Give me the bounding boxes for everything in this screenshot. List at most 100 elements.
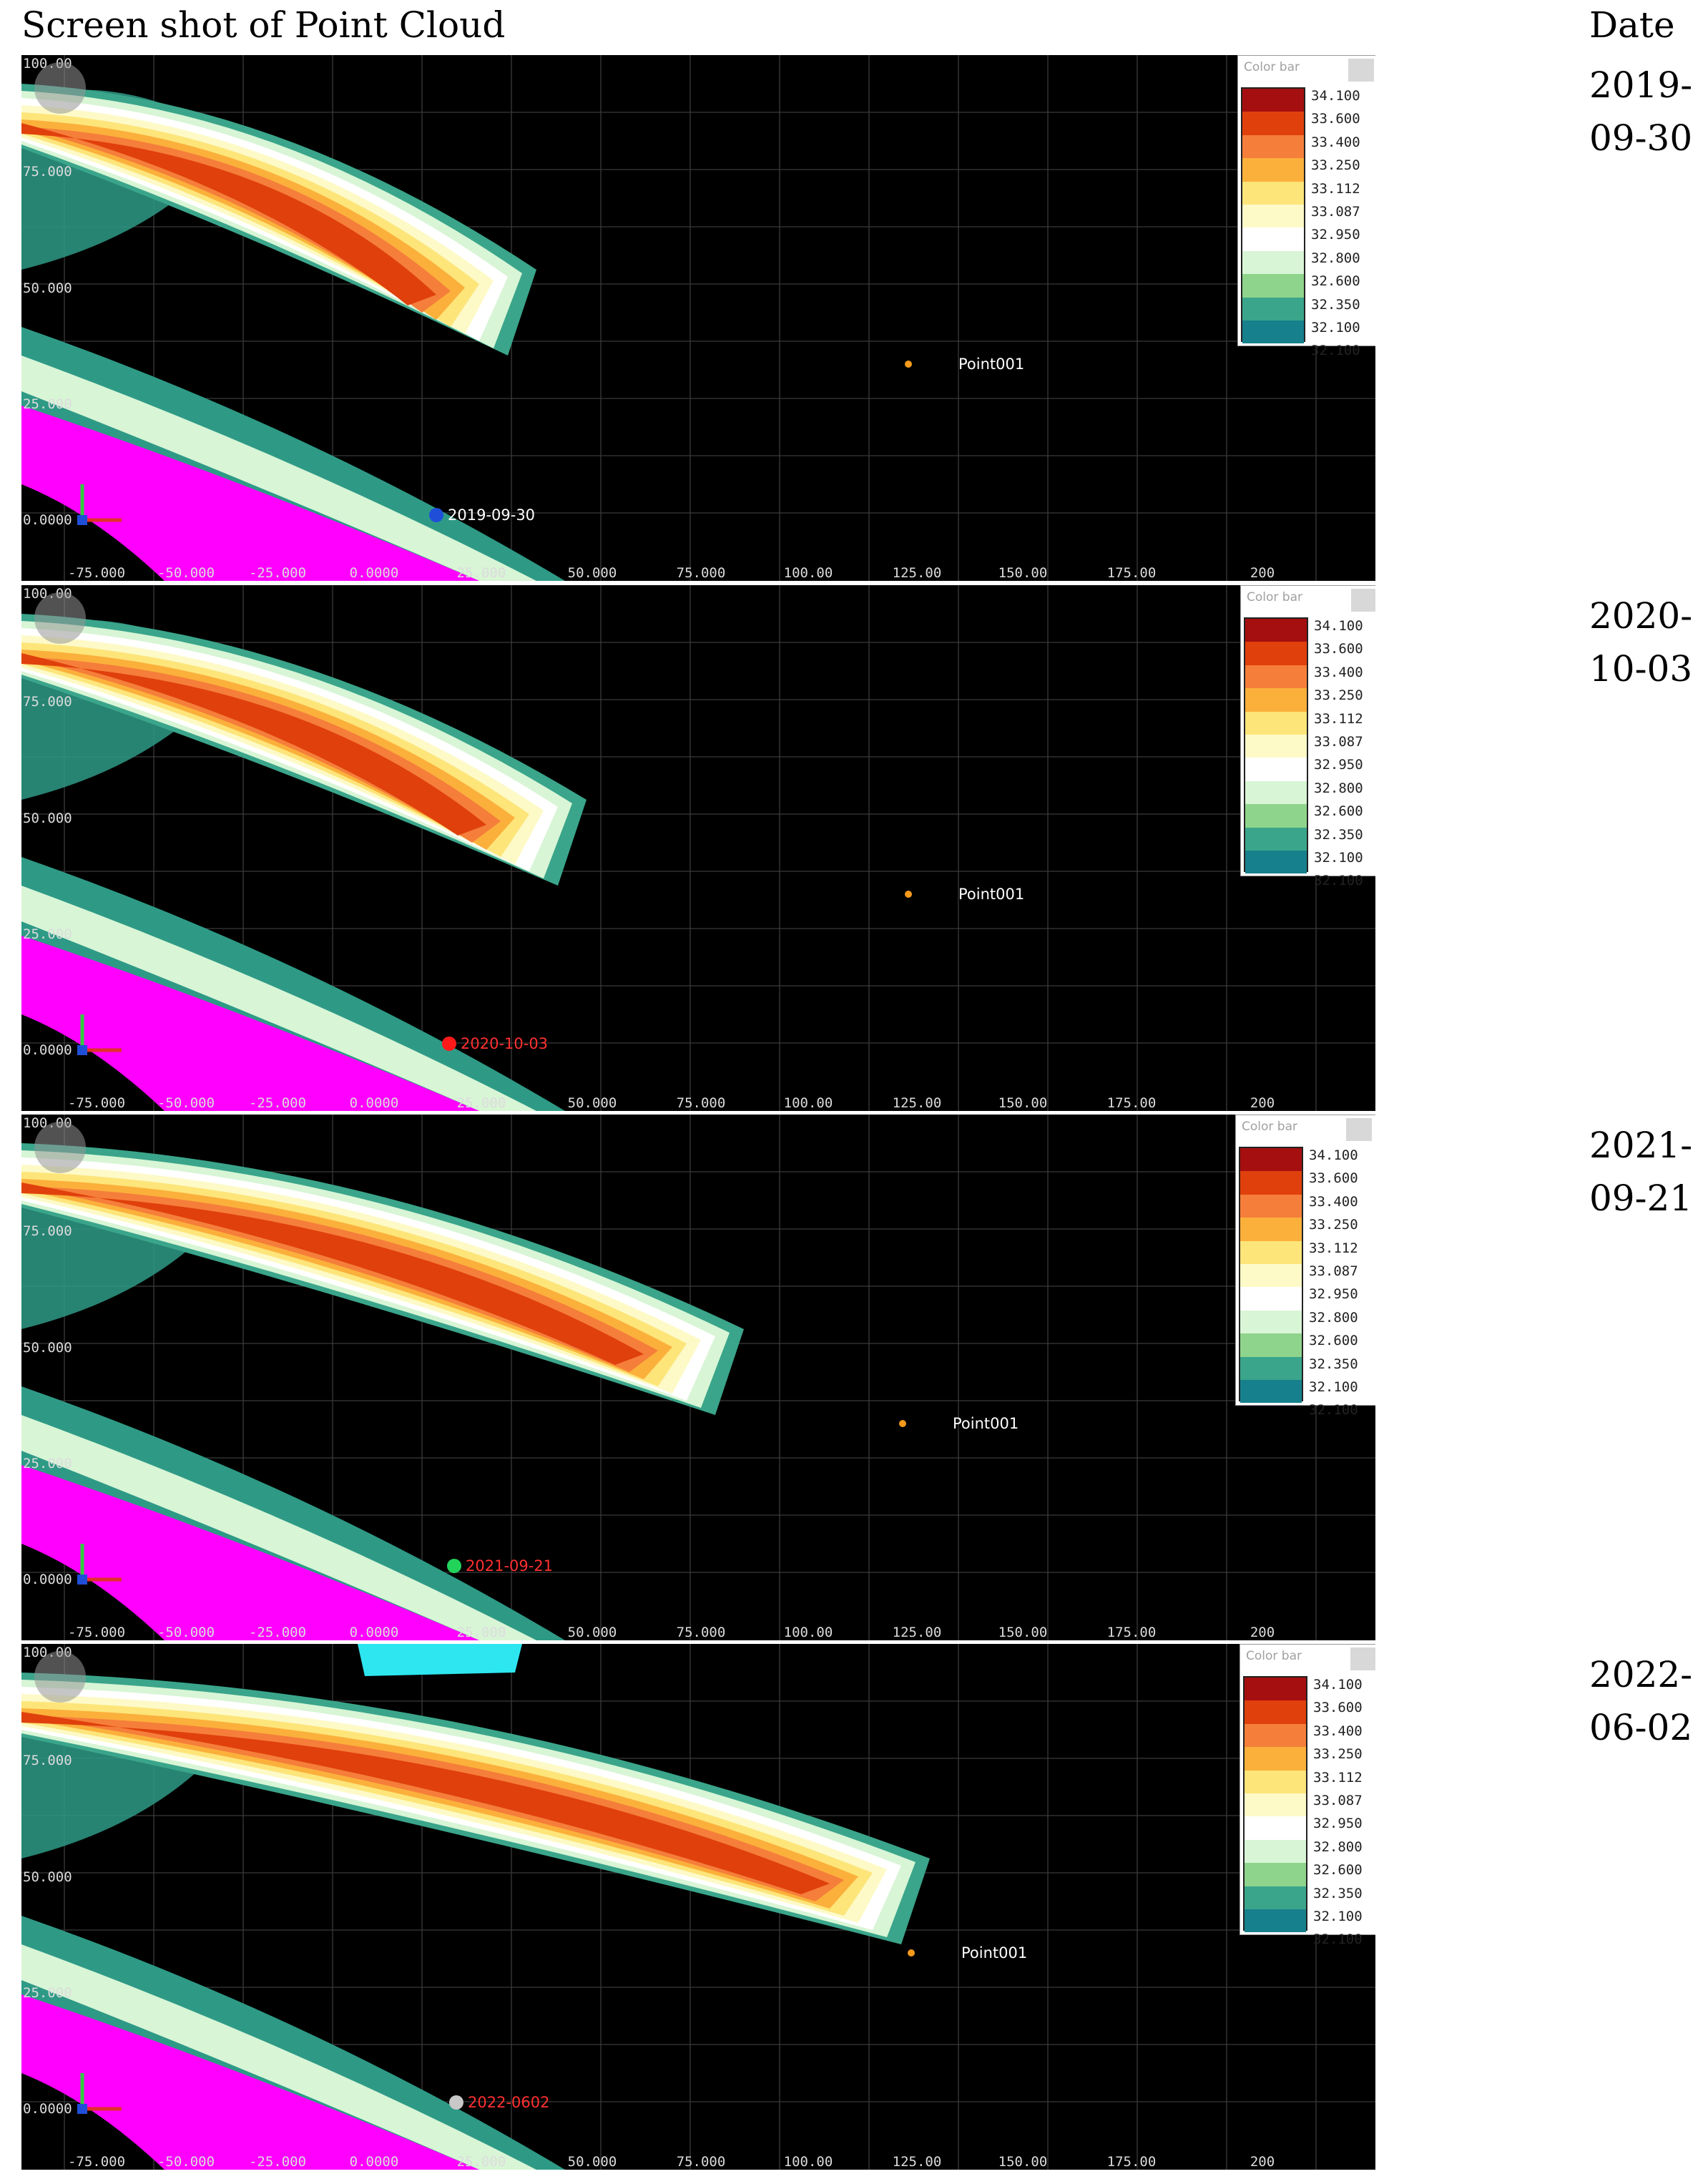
- date-label-3: 2021- 09-21: [1589, 1119, 1704, 1225]
- color-bar-label: 32.100: [1314, 849, 1363, 866]
- navigation-compass-icon[interactable]: [34, 1651, 86, 1703]
- color-bar-label: 32.350: [1311, 296, 1360, 313]
- color-bar-label: 32.800: [1309, 1309, 1358, 1326]
- x-tick-label: 0.0000: [350, 2154, 399, 2170]
- x-tick-label: 75.000: [677, 1095, 726, 1111]
- color-swatch: [1245, 1678, 1306, 1701]
- y-tick-label: 50.000: [23, 280, 72, 296]
- x-tick-label: -50.000: [157, 1625, 215, 1640]
- x-axis-ticks: -75.000 -50.000 -25.000 0.0000 25.000 50.000 7…: [68, 565, 1275, 581]
- axis-triad-icon: [77, 2073, 122, 2114]
- date-tag: 2019-09-30: [448, 506, 535, 524]
- point-cloud-view-2[interactable]: -75.000 -50.000 -25.000 0.0000 25.000 50.000 7…: [21, 585, 1375, 1111]
- color-swatch: [1242, 227, 1304, 251]
- color-swatch: [1245, 1700, 1306, 1724]
- color-bar-label: 34.100: [1313, 1677, 1363, 1693]
- y-tick-label: 0.0000: [23, 1042, 72, 1058]
- x-tick-label: -25.000: [249, 1095, 306, 1111]
- x-tick-label: 175.00: [1107, 565, 1157, 581]
- x-tick-label: 150.00: [998, 565, 1048, 581]
- color-swatch: [1240, 1379, 1302, 1404]
- x-tick-label: 200: [1250, 1095, 1275, 1111]
- color-swatch: [1242, 134, 1304, 159]
- color-bar-label: 32.100: [1314, 873, 1363, 889]
- color-swatch: [1245, 1863, 1306, 1886]
- x-tick-label: -75.000: [68, 1095, 125, 1111]
- x-tick-label: 25.000: [457, 565, 506, 581]
- date-label-1: 2019- 09-30: [1589, 59, 1704, 165]
- color-swatch: [1245, 1723, 1306, 1748]
- date-line-1: 2022-: [1589, 1654, 1693, 1695]
- date-line-2: 09-30: [1589, 117, 1693, 159]
- navigation-compass-icon[interactable]: [34, 1122, 86, 1173]
- point-cloud-canvas[interactable]: -75.000 -50.000 -25.000 0.0000 25.000 50.000 7…: [21, 585, 1375, 1111]
- x-tick-label: 150.00: [998, 1625, 1048, 1640]
- point-cloud-view-3[interactable]: -75.000 -50.000 -25.000 0.0000 25.000 50.000 7…: [21, 1115, 1375, 1640]
- color-swatch: [1245, 1747, 1306, 1771]
- color-bar-label: 32.950: [1309, 1286, 1358, 1303]
- navigation-compass-icon[interactable]: [34, 62, 86, 114]
- color-bar-close-button[interactable]: [1346, 1118, 1372, 1141]
- color-bar-label: 33.250: [1313, 1746, 1363, 1763]
- color-bar-label: 33.400: [1311, 134, 1360, 150]
- color-bar-panel: Color bar 34.100 33.600 33.400 33.250 33.112 3…: [1235, 1115, 1375, 1418]
- magenta-region: [21, 406, 479, 581]
- lower-light-band: [21, 886, 536, 1111]
- color-bar-label: 34.100: [1311, 88, 1360, 104]
- point-cloud-canvas[interactable]: -75.000 -50.000 -25.000 0.0000 25.000 50.000 7…: [21, 1644, 1375, 2170]
- color-swatch: [1240, 1171, 1302, 1195]
- x-tick-label: 25.000: [457, 2154, 506, 2170]
- x-tick-label: 100.00: [784, 2154, 833, 2170]
- color-swatch: [1245, 665, 1307, 689]
- lower-light-band: [21, 1415, 536, 1640]
- x-tick-label: 50.000: [568, 1095, 617, 1111]
- color-swatch: [1245, 1909, 1306, 1933]
- sediment-layer: [21, 1715, 844, 1901]
- date-tag: 2021-09-21: [466, 1557, 553, 1575]
- color-bar-label: 32.600: [1309, 1333, 1358, 1349]
- x-tick-label: -25.000: [249, 2154, 306, 2170]
- color-bar-label: 33.250: [1311, 157, 1360, 174]
- x-tick-label: 25.000: [457, 1095, 506, 1111]
- x-tick-label: 125.00: [893, 565, 942, 581]
- y-tick-label: 25.000: [23, 926, 72, 942]
- x-tick-label: 0.0000: [350, 565, 399, 581]
- x-tick-label: 125.00: [893, 1625, 942, 1640]
- y-tick-label: 75.000: [23, 694, 72, 710]
- color-bar-labels: 34.100 33.600 33.400 33.250 33.112 33.087 32.9…: [1310, 1673, 1375, 1952]
- color-swatch: [1240, 1287, 1302, 1311]
- color-bar-panel: Color bar 34.100 33.600 33.400 33.250 33.112 3…: [1240, 585, 1375, 888]
- x-tick-label: -75.000: [68, 2154, 125, 2170]
- color-swatch: [1242, 204, 1304, 228]
- color-bar-label: 32.100: [1311, 319, 1360, 336]
- color-bar-label: 32.100: [1309, 1379, 1358, 1395]
- color-bar-label: 33.400: [1314, 664, 1363, 680]
- point-cloud-view-1[interactable]: -75.000 -50.000 -25.000 0.0000 25.000 50.000 7…: [21, 55, 1375, 581]
- sediment-layer: [21, 1712, 830, 1894]
- point-cloud-view-4[interactable]: -75.000 -50.000 -25.000 0.0000 25.000 50.000 7…: [21, 1644, 1375, 2170]
- date-marker: [449, 2095, 463, 2110]
- color-bar-label: 33.600: [1313, 1700, 1363, 1716]
- navigation-compass-icon[interactable]: [34, 592, 86, 644]
- color-swatch: [1242, 250, 1304, 275]
- color-bar-title: Color bar: [1246, 1649, 1302, 1663]
- color-swatch: [1240, 1240, 1302, 1264]
- color-swatch: [1240, 1333, 1302, 1357]
- void-region: [433, 459, 497, 509]
- lower-light-band: [21, 1944, 536, 2170]
- point-cloud-canvas[interactable]: -75.000 -50.000 -25.000 0.0000 25.000 50.000 7…: [21, 55, 1375, 581]
- x-tick-label: 25.000: [457, 1625, 506, 1640]
- x-tick-label: -50.000: [157, 2154, 215, 2170]
- lower-teal-band: [21, 857, 565, 1111]
- date-marker: [447, 1559, 461, 1573]
- point-cloud-canvas[interactable]: -75.000 -50.000 -25.000 0.0000 25.000 50.000 7…: [21, 1115, 1375, 1640]
- x-tick-label: 100.00: [784, 1625, 833, 1640]
- color-bar-close-button[interactable]: [1350, 1647, 1375, 1670]
- x-tick-label: -50.000: [157, 1095, 215, 1111]
- date-tag: 2022-0602: [468, 2094, 549, 2111]
- color-bar-close-button[interactable]: [1348, 59, 1374, 82]
- color-bar-close-button[interactable]: [1351, 589, 1375, 612]
- color-swatch: [1245, 711, 1307, 735]
- color-bar-label: 32.800: [1314, 780, 1363, 796]
- point001-marker: [899, 1420, 906, 1427]
